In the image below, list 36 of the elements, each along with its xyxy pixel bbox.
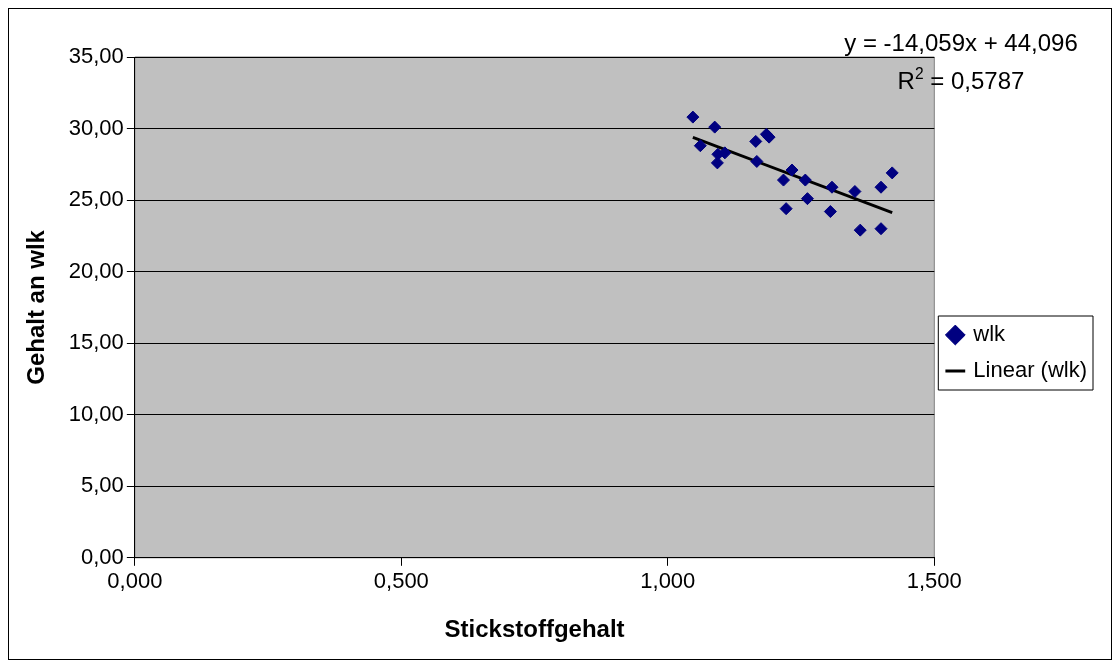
point	[848, 185, 862, 198]
y-tick-label: 20,00	[68, 257, 124, 283]
point	[823, 205, 837, 219]
y-axis-title: Gehalt an wlk	[22, 229, 50, 385]
y-tick-label: 10,00	[68, 400, 124, 426]
x-axis-title: Stickstoffgehalt	[444, 615, 625, 643]
point	[750, 154, 764, 168]
text: y = -14,059x + 44,096	[844, 29, 1078, 56]
point	[708, 120, 722, 134]
x-tick-label: 0,500	[373, 568, 429, 594]
y-tick-label: 15,00	[68, 329, 124, 355]
y-tick-label: 0,00	[81, 543, 124, 569]
point	[785, 163, 799, 177]
point	[776, 173, 790, 187]
point	[853, 223, 867, 237]
y-tick-label: 5,00	[81, 472, 124, 498]
point	[874, 222, 888, 236]
point	[693, 139, 707, 153]
point	[710, 156, 724, 170]
point	[825, 180, 839, 194]
point	[885, 166, 899, 180]
point	[798, 173, 812, 187]
point	[800, 192, 814, 206]
point	[874, 180, 888, 194]
legend-label: wlk	[972, 321, 1007, 347]
point	[686, 110, 700, 124]
x-tick-label: 1,500	[906, 568, 962, 594]
point	[779, 202, 793, 216]
y-tick-label: 30,00	[68, 114, 124, 140]
point	[718, 146, 732, 160]
y-tick-label: 25,00	[68, 186, 124, 212]
legend-label: Linear (wlk)	[973, 357, 1088, 383]
x-tick-label: 1,000	[640, 568, 696, 594]
y-tick-label: 35,00	[68, 43, 124, 69]
x-tick-label: 0,000	[107, 568, 163, 594]
point	[749, 134, 763, 148]
